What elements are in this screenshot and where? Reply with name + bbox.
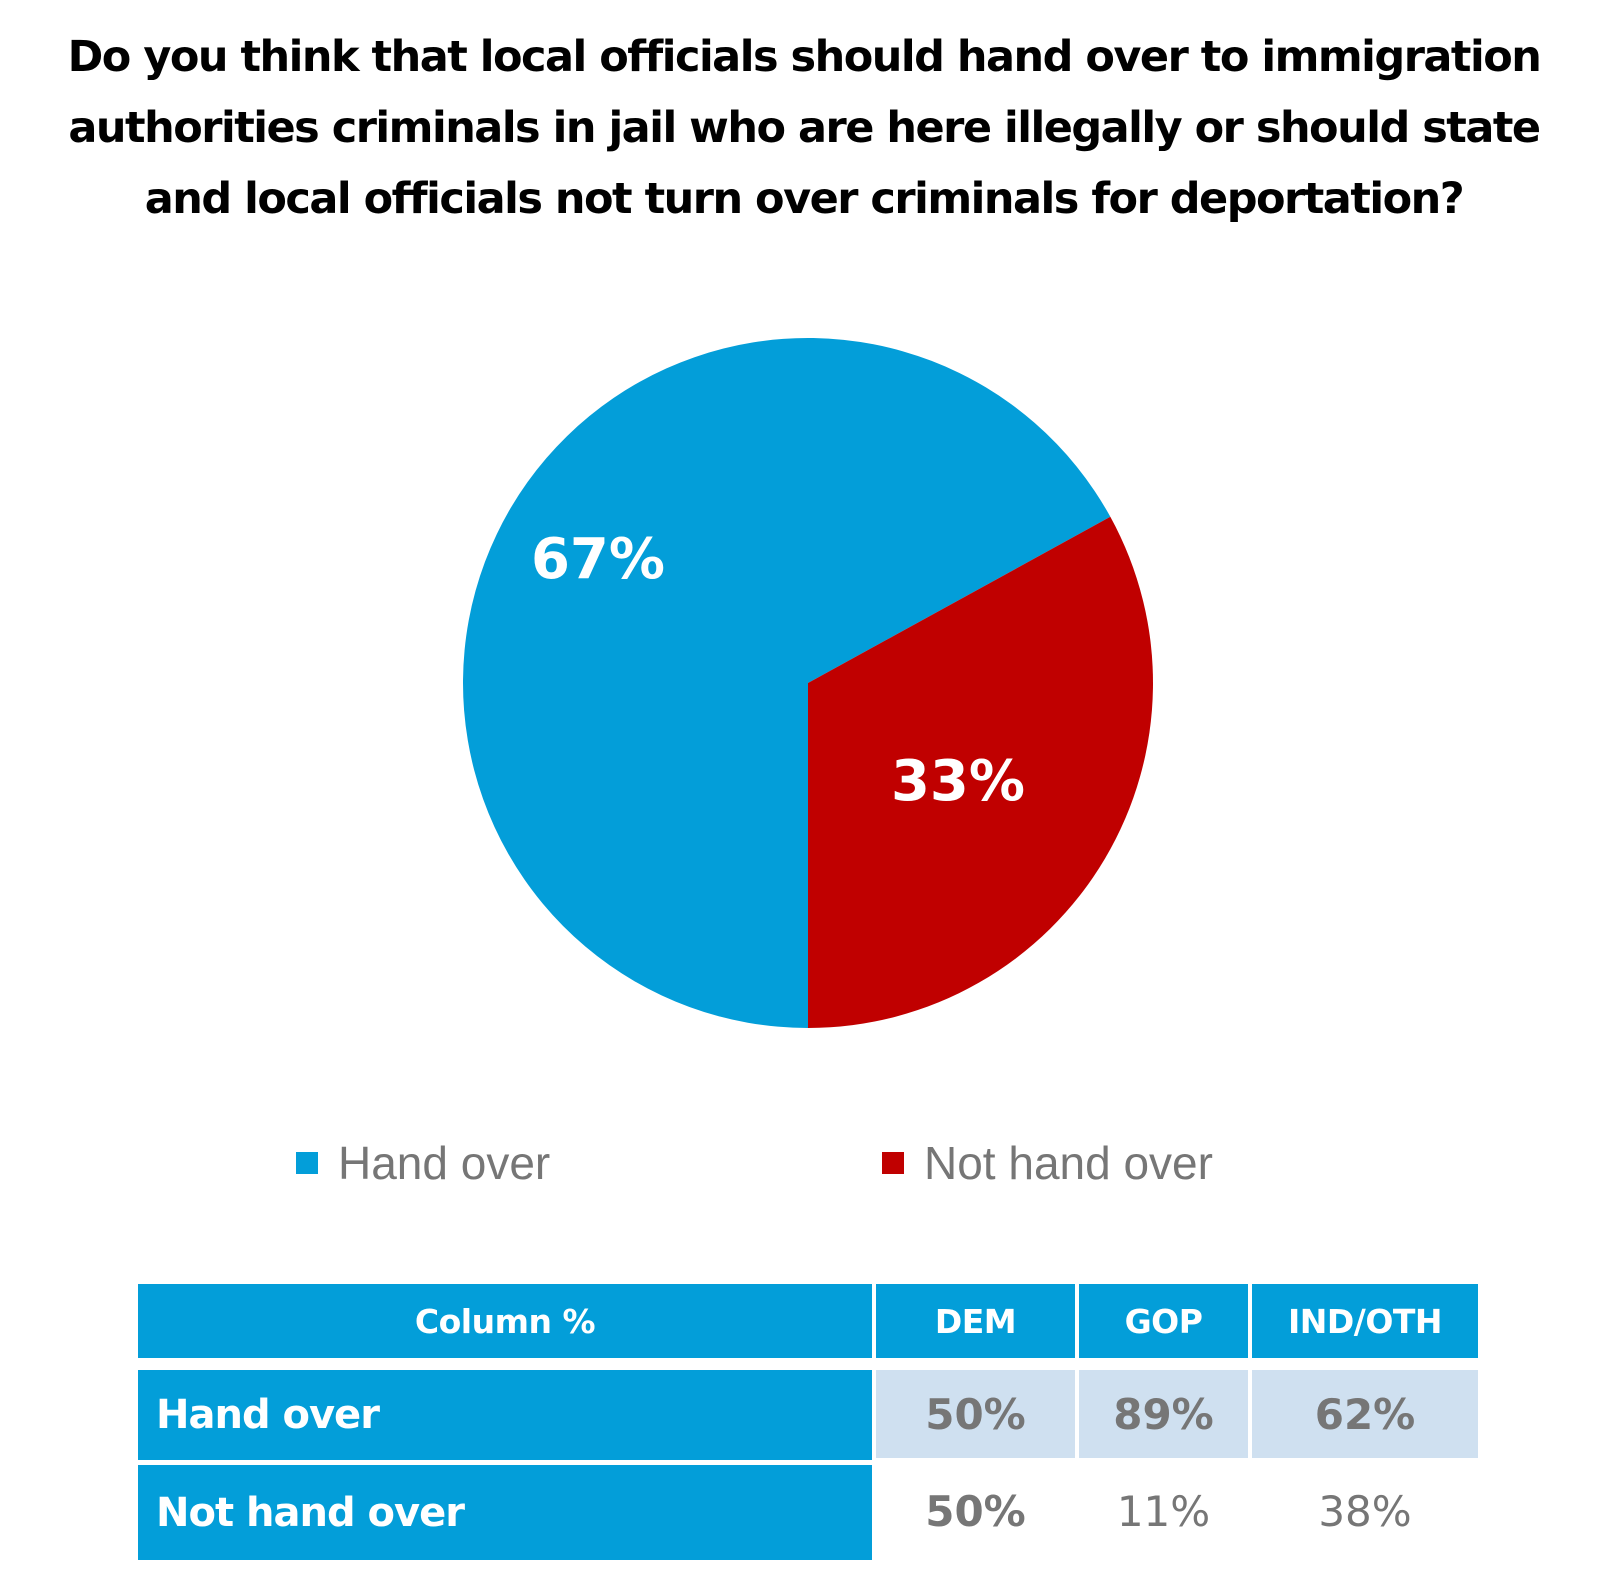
data-label-hand-over: 67% bbox=[531, 527, 665, 592]
legend-item-not-hand-over: Not hand over bbox=[882, 1137, 1213, 1189]
pie-slice-not-hand-over bbox=[808, 516, 1153, 1028]
table-row-label-hand-over: Hand over bbox=[138, 1370, 872, 1460]
title-line: Do you think that local officials should… bbox=[67, 32, 1542, 82]
table-header-dem: DEM bbox=[876, 1284, 1075, 1358]
table-cell-not-hand-over-ind-oth: 38% bbox=[1318, 1486, 1412, 1536]
chart-title: Do you think that local officials should… bbox=[10, 22, 1598, 235]
data-label-not-hand-over: 33% bbox=[891, 749, 1025, 814]
legend-swatch-not-hand-over bbox=[882, 1152, 904, 1174]
title-line: authorities criminals in jail who are he… bbox=[68, 103, 1541, 153]
table-cell-not-hand-over-dem: 50% bbox=[925, 1486, 1026, 1536]
table-cell-not-hand-over-gop: 11% bbox=[1116, 1486, 1211, 1536]
table-header-ind-oth: IND/OTH bbox=[1252, 1284, 1478, 1358]
pie-chart: 67% 33% bbox=[463, 338, 1153, 1029]
legend-item-hand-over: Hand over bbox=[296, 1137, 551, 1189]
pie-slice-hand-over bbox=[463, 338, 1111, 1029]
table-row-label-not-hand-over: Not hand over bbox=[138, 1465, 872, 1560]
table-header-gop: GOP bbox=[1079, 1284, 1248, 1358]
table-cell-hand-over-ind-oth: 62% bbox=[1252, 1370, 1478, 1458]
legend-swatch-hand-over bbox=[296, 1152, 318, 1174]
table-cell-hand-over-dem: 50% bbox=[876, 1370, 1075, 1458]
title-line: and local officials not turn over crimin… bbox=[144, 174, 1465, 224]
legend-label: Not hand over bbox=[924, 1137, 1213, 1189]
table-header-column-pct: Column % bbox=[138, 1284, 872, 1358]
legend-label: Hand over bbox=[338, 1137, 551, 1189]
table-cell-hand-over-gop: 89% bbox=[1079, 1370, 1248, 1458]
